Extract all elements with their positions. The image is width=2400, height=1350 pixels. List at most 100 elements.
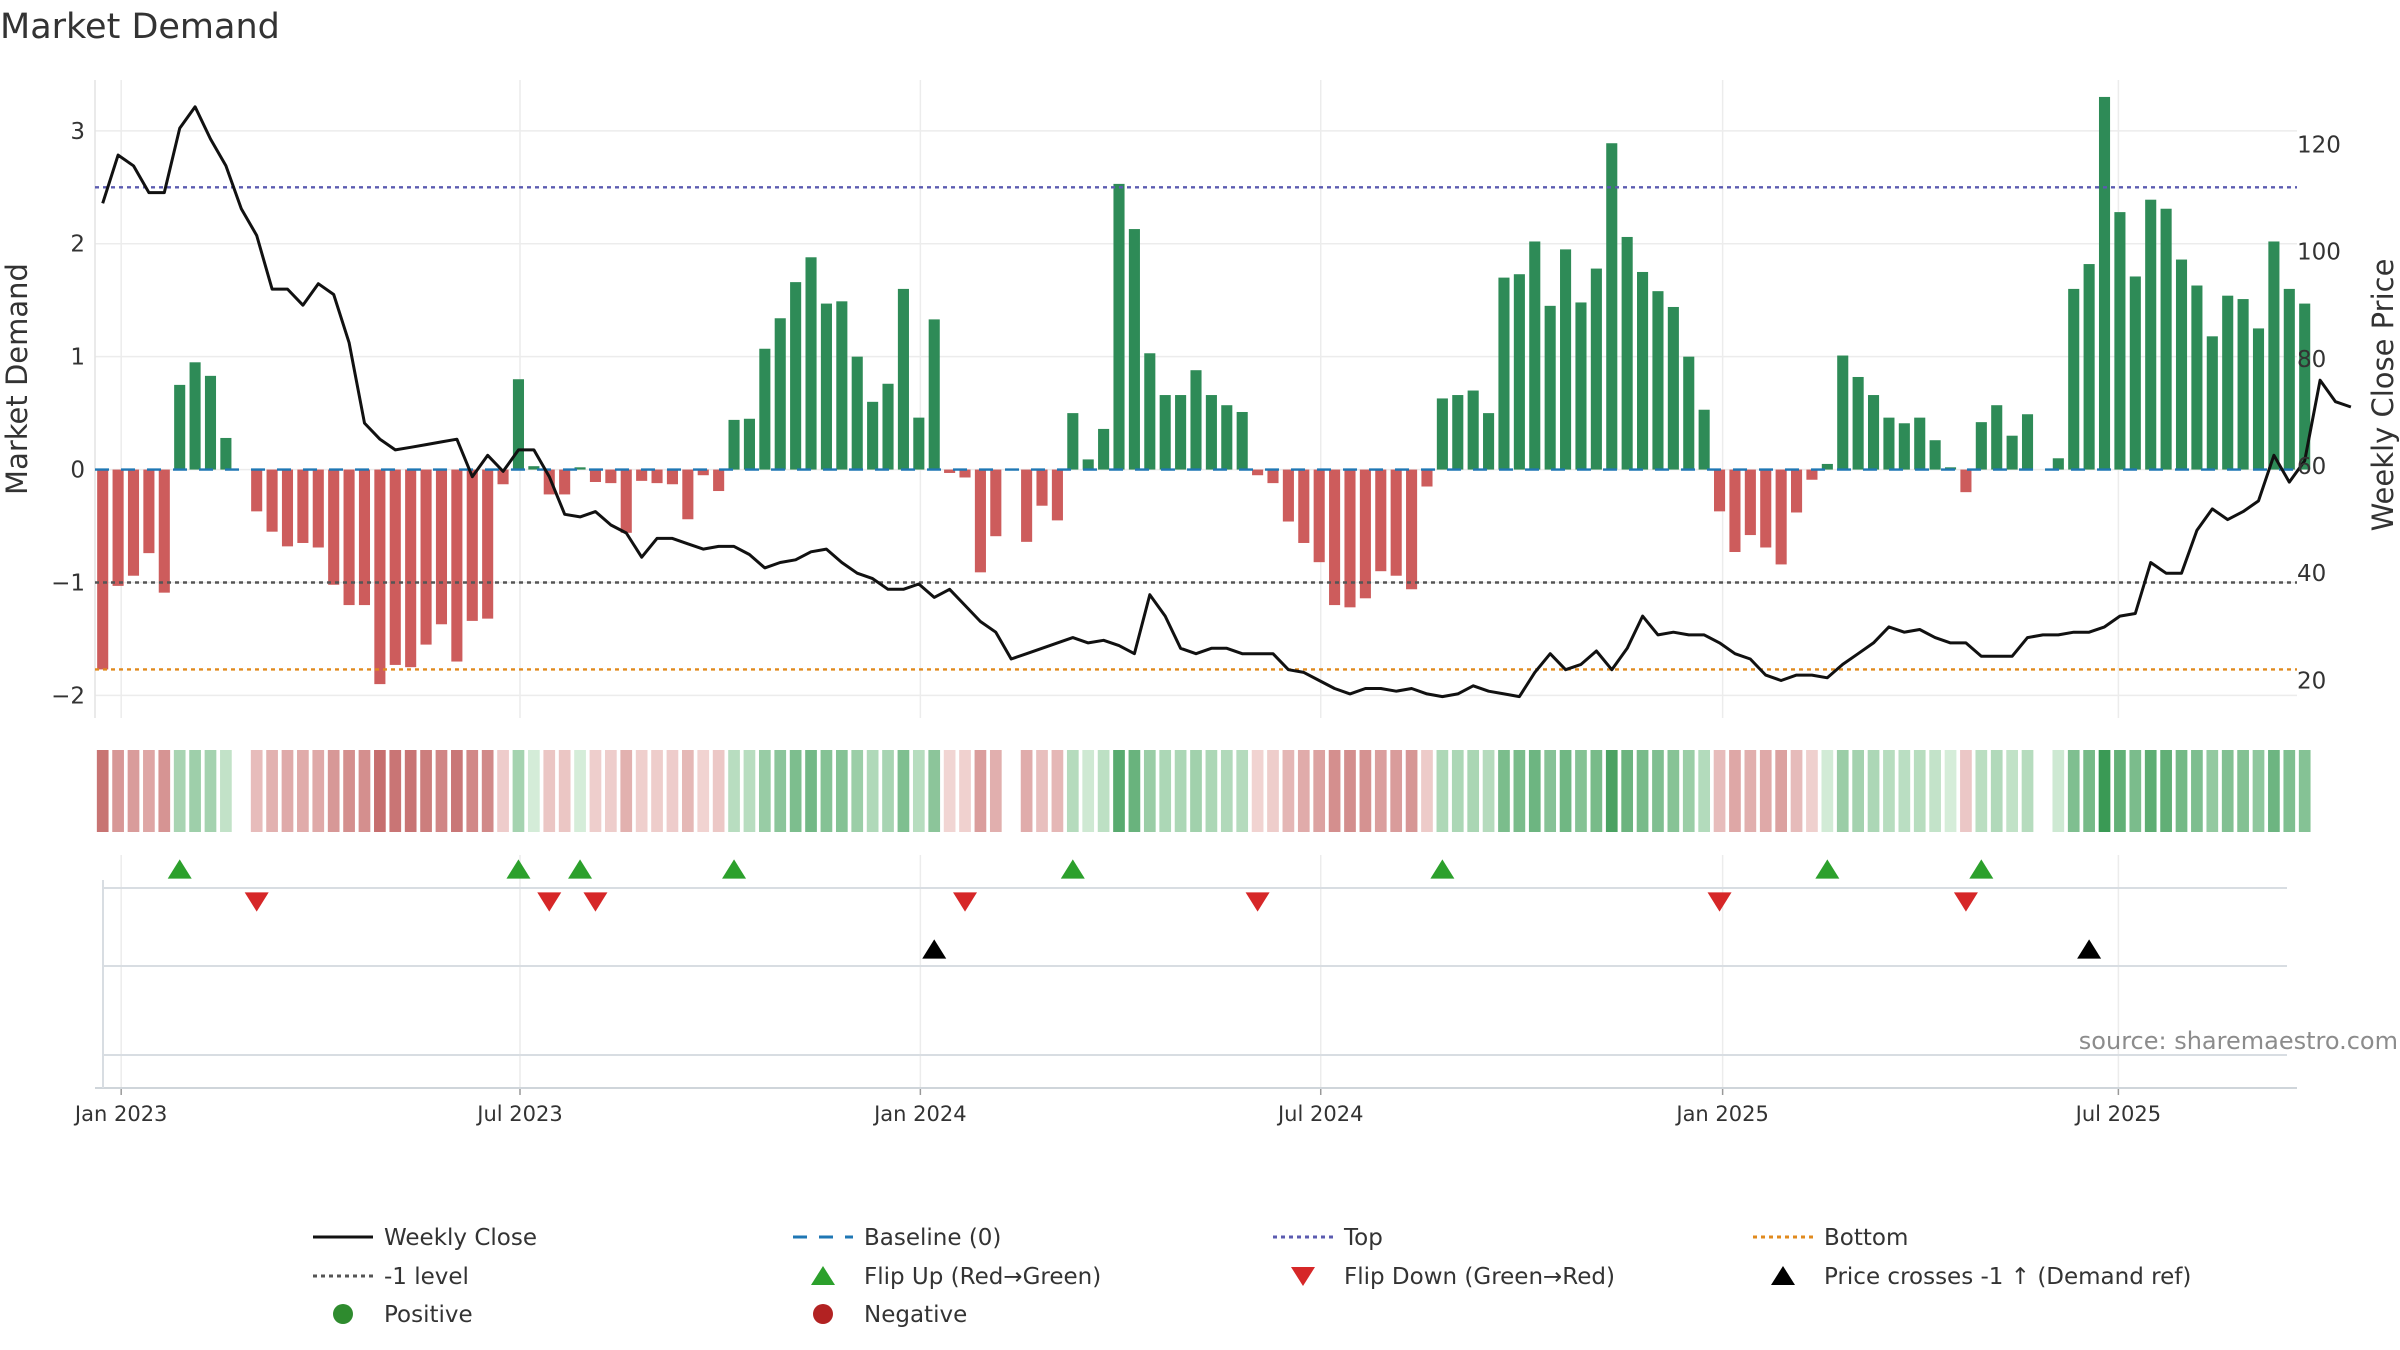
bar-positive bbox=[1067, 413, 1079, 470]
status-tile bbox=[1729, 750, 1741, 832]
legend: Weekly Close Baseline (0) Top Bottom -1 leve… bbox=[313, 1225, 2191, 1328]
status-tile bbox=[1128, 750, 1141, 832]
bar-positive bbox=[1498, 277, 1510, 470]
status-tile bbox=[1775, 750, 1787, 832]
status-tile bbox=[1297, 750, 1310, 832]
y-axis-label-left: Market Demand bbox=[0, 263, 34, 495]
legend-label: Flip Up (Red→Green) bbox=[864, 1264, 1101, 1290]
status-tile bbox=[466, 750, 479, 832]
axis-ticks: 3 2 1 0 −1 −2 120 100 80 60 40 20 Jan 2023 Jul 2023 Ja… bbox=[51, 119, 2341, 1126]
legend-label: Bottom bbox=[1824, 1225, 1908, 1251]
y-axis-label-right: Weekly Close Price bbox=[2366, 259, 2400, 532]
bar-positive bbox=[1175, 395, 1187, 470]
bar-positive bbox=[1236, 411, 1248, 470]
bar-positive bbox=[2237, 299, 2249, 470]
status-tile bbox=[420, 750, 432, 832]
status-tile bbox=[1698, 750, 1711, 832]
bar-positive bbox=[1544, 305, 1556, 470]
bar-negative bbox=[1406, 469, 1418, 590]
bar-negative bbox=[328, 469, 340, 585]
status-tile bbox=[374, 750, 386, 832]
legend-swatch bbox=[1291, 1267, 1315, 1286]
status-tile bbox=[1174, 750, 1187, 832]
event-markers bbox=[95, 859, 2297, 1089]
status-tile bbox=[1975, 750, 1988, 832]
bar-negative bbox=[1390, 469, 1402, 576]
legend-label: Negative bbox=[864, 1302, 967, 1328]
bar-positive bbox=[174, 384, 186, 470]
status-tile bbox=[1113, 750, 1125, 832]
status-tile bbox=[1313, 750, 1326, 832]
y-tick-right: 120 bbox=[2297, 132, 2341, 158]
status-tile bbox=[1205, 750, 1218, 832]
bar-negative bbox=[1359, 469, 1371, 599]
status-tile bbox=[912, 750, 925, 832]
chart-title: Market Demand bbox=[0, 7, 280, 47]
price-cross-marker bbox=[922, 939, 947, 959]
status-tile bbox=[497, 750, 509, 832]
bar-negative bbox=[1313, 469, 1325, 563]
status-tile bbox=[1436, 750, 1449, 832]
bar-positive bbox=[2021, 414, 2034, 470]
status-tile bbox=[651, 750, 663, 832]
bar-negative bbox=[1760, 469, 1772, 548]
y-tick-right: 100 bbox=[2297, 240, 2341, 266]
status-tile bbox=[1744, 750, 1757, 832]
flip-up-marker bbox=[1430, 859, 1455, 879]
flip-up-marker bbox=[722, 859, 747, 879]
flip-down-marker bbox=[537, 892, 562, 912]
status-tile bbox=[1282, 750, 1295, 832]
bar-negative bbox=[1729, 469, 1741, 553]
status-tile bbox=[897, 750, 910, 832]
bar-positive bbox=[1467, 390, 1479, 470]
legend-label: Baseline (0) bbox=[864, 1225, 1001, 1251]
status-tile bbox=[1036, 750, 1048, 832]
reference-lines bbox=[95, 186, 2297, 671]
status-tile bbox=[96, 750, 109, 832]
bar-positive bbox=[897, 288, 909, 470]
flip-up-marker bbox=[506, 859, 531, 879]
status-tile bbox=[435, 750, 448, 832]
bar-negative bbox=[482, 469, 494, 619]
status-tile bbox=[2144, 750, 2157, 832]
demand-status-strip bbox=[96, 750, 2311, 832]
status-tile bbox=[712, 750, 725, 832]
x-tick-label: Jan 2024 bbox=[872, 1102, 967, 1126]
bar-positive bbox=[1606, 143, 1618, 470]
y-tick-left: −2 bbox=[51, 683, 85, 709]
bar-negative bbox=[435, 469, 448, 625]
bar-positive bbox=[2252, 328, 2265, 470]
bar-negative bbox=[1375, 469, 1387, 572]
status-tile bbox=[558, 750, 571, 832]
status-tile bbox=[327, 750, 340, 832]
status-tile bbox=[882, 750, 894, 832]
status-tile bbox=[250, 750, 263, 832]
bar-negative bbox=[589, 469, 601, 482]
bar-positive bbox=[1883, 417, 1895, 470]
status-tile bbox=[2006, 750, 2018, 832]
bar-negative bbox=[405, 469, 417, 668]
bar-positive bbox=[1667, 306, 1679, 470]
status-tile bbox=[1344, 750, 1356, 832]
bar-positive bbox=[1529, 241, 1541, 470]
status-tile bbox=[1220, 750, 1233, 832]
bar-positive bbox=[1698, 409, 1710, 470]
bar-positive bbox=[759, 348, 771, 470]
bar-positive bbox=[1898, 423, 1910, 470]
bar-positive bbox=[1652, 291, 1664, 470]
bar-negative bbox=[959, 469, 971, 478]
bar-positive bbox=[1221, 405, 1233, 470]
bar-positive bbox=[1082, 459, 1094, 470]
bar-positive bbox=[836, 301, 848, 470]
status-tile bbox=[220, 750, 232, 832]
status-tile bbox=[1267, 750, 1279, 832]
bar-negative bbox=[251, 469, 263, 512]
bar-positive bbox=[204, 375, 217, 470]
status-tile bbox=[2237, 750, 2249, 832]
bar-negative bbox=[543, 469, 555, 495]
status-tile bbox=[1467, 750, 1480, 832]
bar-positive bbox=[1867, 395, 1880, 470]
x-tick-label: Jan 2023 bbox=[73, 1102, 168, 1126]
status-tile bbox=[281, 750, 294, 832]
